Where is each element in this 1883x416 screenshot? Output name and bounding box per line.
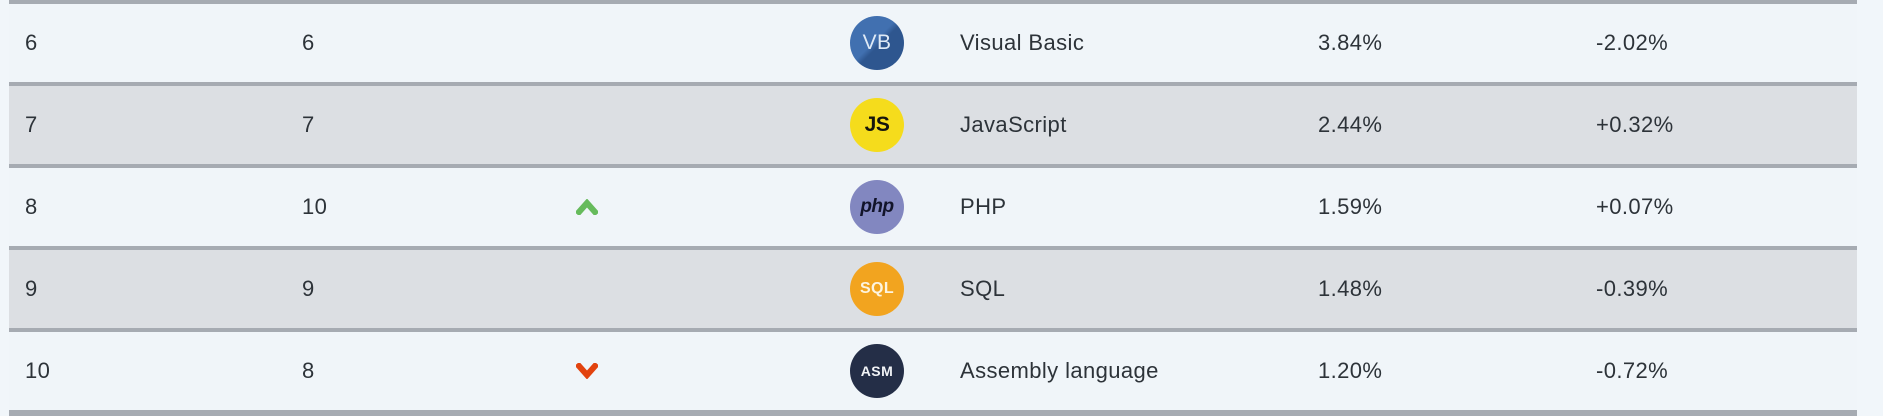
javascript-icon: JS bbox=[850, 98, 904, 152]
prev-rank-cell: 9 bbox=[302, 276, 315, 301]
trend-cell bbox=[512, 86, 662, 164]
change-cell: +0.07% bbox=[1596, 194, 1674, 219]
prev-rank-cell: 6 bbox=[302, 30, 315, 55]
table-row: 9 9 SQL SQL 1.48% -0.39% bbox=[9, 246, 1857, 328]
prev-rank-cell: 8 bbox=[302, 358, 315, 383]
rank-cell: 10 bbox=[25, 358, 51, 383]
language-name: PHP bbox=[960, 194, 1007, 219]
change-cell: -0.72% bbox=[1596, 358, 1669, 383]
change-cell: +0.32% bbox=[1596, 112, 1674, 137]
table-row: 10 8 ASM Assembly language 1.20% -0.72% bbox=[9, 328, 1857, 410]
php-icon: php bbox=[850, 180, 904, 234]
change-cell: -0.39% bbox=[1596, 276, 1669, 301]
trend-up-icon bbox=[576, 199, 598, 215]
prev-rank-cell: 7 bbox=[302, 112, 315, 137]
trend-cell bbox=[512, 4, 662, 82]
language-ranking-table: 6 6 VB Visual Basic 3.84% -2.02% 7 7 JS … bbox=[9, 0, 1857, 416]
trend-down-icon bbox=[576, 363, 598, 379]
ratings-cell: 1.48% bbox=[1318, 276, 1383, 301]
sql-icon: SQL bbox=[850, 262, 904, 316]
ratings-cell: 1.20% bbox=[1318, 358, 1383, 383]
rank-cell: 6 bbox=[25, 30, 38, 55]
trend-cell bbox=[512, 168, 662, 246]
trend-cell bbox=[512, 250, 662, 328]
language-name: JavaScript bbox=[960, 112, 1067, 137]
change-cell: -2.02% bbox=[1596, 30, 1669, 55]
assembly-icon: ASM bbox=[850, 344, 904, 398]
prev-rank-cell: 10 bbox=[302, 194, 328, 219]
rank-cell: 8 bbox=[25, 194, 38, 219]
ratings-cell: 1.59% bbox=[1318, 194, 1383, 219]
table-row: 8 10 php PHP 1.59% +0.07% bbox=[9, 164, 1857, 246]
visual-basic-icon: VB bbox=[850, 16, 904, 70]
language-name: Visual Basic bbox=[960, 30, 1085, 55]
rank-cell: 7 bbox=[25, 112, 38, 137]
ratings-cell: 2.44% bbox=[1318, 112, 1383, 137]
rank-cell: 9 bbox=[25, 276, 38, 301]
table-row: 7 7 JS JavaScript 2.44% +0.32% bbox=[9, 82, 1857, 164]
trend-cell bbox=[512, 332, 662, 410]
table-row: 6 6 VB Visual Basic 3.84% -2.02% bbox=[9, 0, 1857, 82]
language-name: Assembly language bbox=[960, 358, 1159, 383]
ratings-cell: 3.84% bbox=[1318, 30, 1383, 55]
language-name: SQL bbox=[960, 276, 1006, 301]
